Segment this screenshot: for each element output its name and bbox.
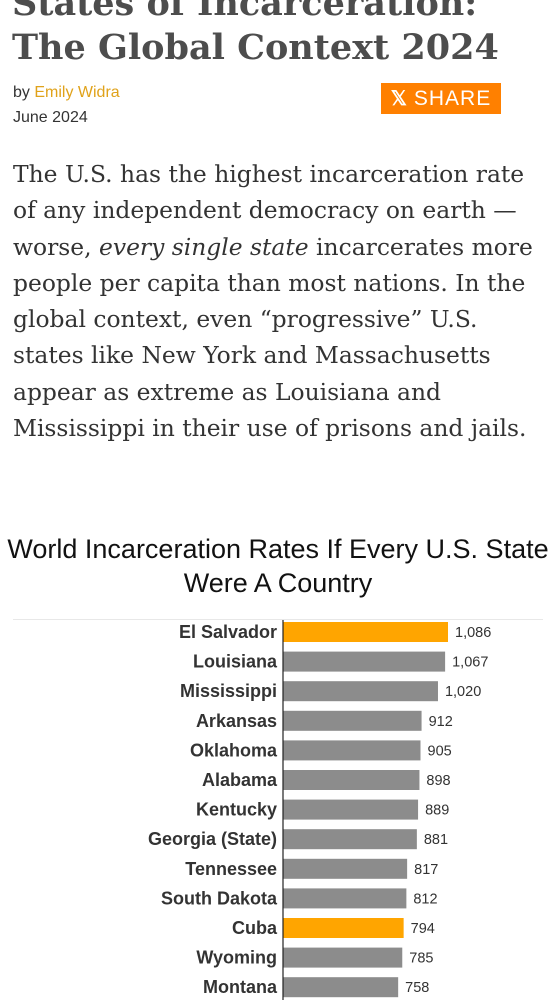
bar bbox=[283, 681, 438, 702]
value-label: 812 bbox=[413, 891, 437, 907]
chart-title: World Incarceration Rates If Every U.S. … bbox=[7, 534, 549, 598]
share-label: SHARE bbox=[413, 86, 492, 110]
bar bbox=[283, 888, 407, 909]
author-link[interactable]: Emily Widra bbox=[34, 84, 120, 101]
byline: by Emily Widra bbox=[13, 84, 120, 102]
intro-text-1: The U.S. has the highest incarceration r… bbox=[13, 160, 525, 261]
bar-chart: El Salvador 1,086 Louisiana 1,067 Mississipp… bbox=[148, 620, 491, 1000]
category-label: Mississippi bbox=[180, 681, 277, 701]
bar bbox=[283, 829, 417, 850]
intro-paragraph: The U.S. has the highest incarceration r… bbox=[13, 156, 543, 446]
category-label: El Salvador bbox=[179, 622, 277, 642]
bar bbox=[283, 651, 446, 672]
chart-top-rule bbox=[13, 619, 543, 620]
value-label: 912 bbox=[429, 714, 453, 730]
intro-emphasis: every single state bbox=[99, 232, 309, 261]
category-label: Arkansas bbox=[196, 711, 277, 731]
share-button[interactable]: 𝕏 SHARE bbox=[381, 83, 501, 114]
bar bbox=[283, 947, 403, 968]
category-label: Cuba bbox=[232, 918, 278, 938]
intro-text-2: incarcerates more people per capita than… bbox=[13, 232, 533, 443]
publish-date: June 2024 bbox=[13, 109, 88, 126]
value-label: 889 bbox=[425, 803, 449, 819]
byline-prefix: by bbox=[13, 84, 35, 101]
category-label: Wyoming bbox=[196, 948, 277, 968]
bar bbox=[283, 977, 399, 998]
value-label: 905 bbox=[428, 743, 452, 759]
bar bbox=[283, 710, 422, 731]
x-logo-icon: 𝕏 bbox=[390, 88, 408, 110]
bar bbox=[283, 770, 420, 790]
value-label: 794 bbox=[411, 921, 435, 937]
category-label: Oklahoma bbox=[190, 740, 278, 760]
value-label: 1,020 bbox=[445, 684, 481, 700]
bar bbox=[283, 622, 448, 642]
category-label: Kentucky bbox=[196, 800, 277, 820]
category-label: Georgia (State) bbox=[148, 829, 277, 849]
bar bbox=[283, 918, 404, 938]
value-label: 817 bbox=[414, 862, 438, 878]
bar bbox=[283, 858, 408, 879]
bar bbox=[283, 799, 419, 820]
category-label: South Dakota bbox=[161, 888, 278, 908]
page-title: States of Incarceration: The Global Cont… bbox=[12, 0, 499, 68]
bar bbox=[283, 740, 421, 761]
value-label: 898 bbox=[426, 773, 450, 789]
value-label: 881 bbox=[424, 832, 448, 848]
value-label: 1,067 bbox=[452, 655, 488, 671]
value-label: 785 bbox=[409, 951, 433, 967]
value-label: 758 bbox=[405, 980, 429, 996]
category-label: Alabama bbox=[202, 770, 278, 790]
value-label: 1,086 bbox=[455, 625, 491, 641]
category-label: Montana bbox=[203, 977, 278, 997]
category-label: Tennessee bbox=[185, 859, 277, 879]
category-label: Louisiana bbox=[193, 652, 278, 672]
